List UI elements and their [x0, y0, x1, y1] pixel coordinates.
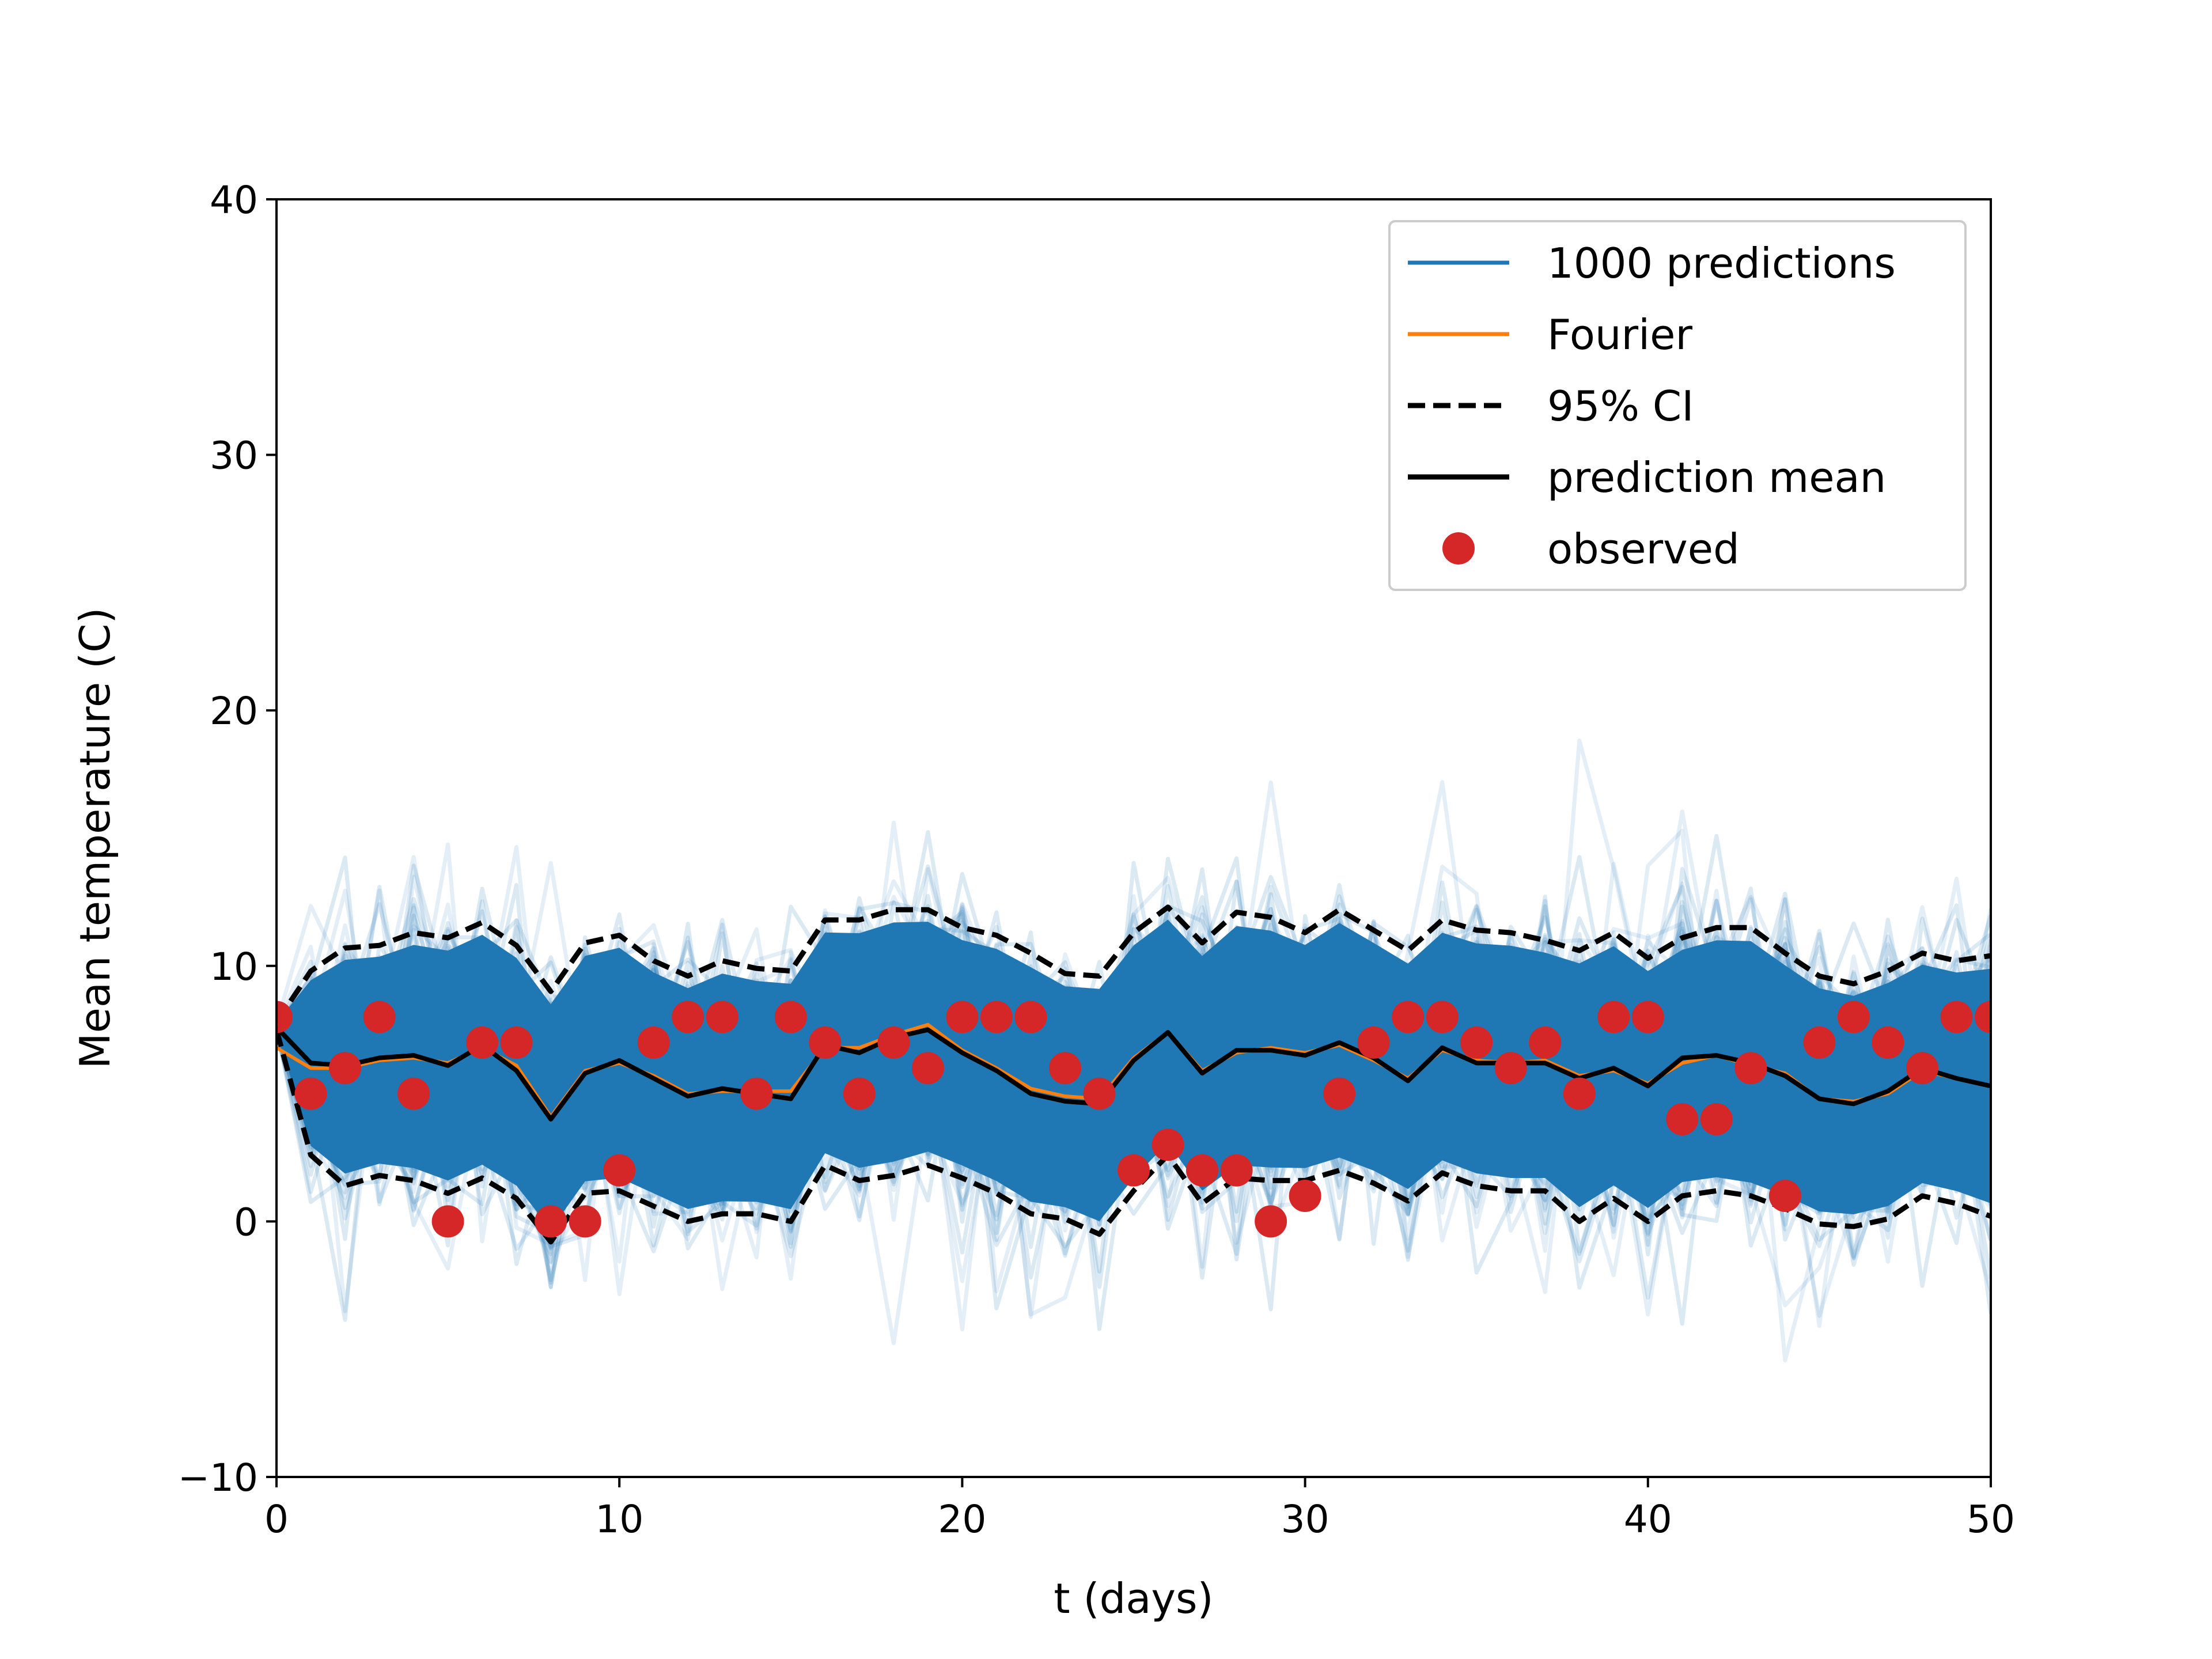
observed-point [877, 1026, 910, 1059]
ci-upper-line [276, 904, 1991, 1024]
observed-points [276, 1001, 1991, 1238]
observed-point [809, 1026, 842, 1059]
y-tick-label: 10 [210, 945, 258, 989]
observed-point [946, 1001, 979, 1033]
observed-point [1014, 1001, 1047, 1033]
x-tick-label: 40 [1624, 1497, 1672, 1541]
observed-point [1152, 1128, 1184, 1161]
observed-point [1049, 1052, 1081, 1085]
observed-point [980, 1001, 1013, 1033]
prediction-mean-line [276, 1025, 1991, 1122]
observed-point [603, 1154, 636, 1187]
observed-point [569, 1205, 601, 1238]
observed-point [1631, 1001, 1664, 1033]
observed-point [1872, 1026, 1904, 1059]
legend-box [1388, 220, 1967, 591]
x-tick-label: 0 [264, 1497, 289, 1541]
observed-point [1323, 1077, 1356, 1110]
observed-point [911, 1052, 944, 1085]
observed-point [1083, 1077, 1116, 1110]
plot-area [276, 738, 1991, 1363]
observed-point [397, 1077, 430, 1110]
observed-point [500, 1026, 533, 1059]
observed-point [294, 1077, 327, 1110]
observed-point [1186, 1154, 1218, 1187]
y-tick-label: 20 [210, 689, 258, 733]
observed-point [1975, 1001, 1991, 1033]
observed-point [276, 1001, 293, 1033]
observed-point [1666, 1103, 1699, 1135]
observed-point [1906, 1052, 1938, 1085]
x-tick-label: 30 [1281, 1497, 1330, 1541]
observed-point [1118, 1154, 1150, 1187]
legend-label-observed: observed [1547, 525, 1740, 573]
observed-point [1768, 1180, 1801, 1212]
y-tick-label: 40 [210, 178, 258, 222]
observed-point [740, 1077, 773, 1110]
observed-point [774, 1001, 807, 1033]
observed-point [535, 1205, 567, 1238]
observed-point [637, 1026, 670, 1059]
plot-frame [275, 198, 1992, 1478]
observed-point [1357, 1026, 1390, 1059]
observed-point [466, 1026, 499, 1059]
y-tick-label: −10 [178, 1456, 258, 1500]
observed-point [1289, 1180, 1321, 1212]
x-axis-label: t (days) [1054, 1574, 1213, 1623]
x-tick-label: 10 [595, 1497, 643, 1541]
x-axis: 0 10 20 30 40 50 [264, 1477, 2015, 1541]
x-tick-label: 50 [1967, 1497, 2015, 1541]
observed-point [1494, 1052, 1527, 1085]
y-tick-label: 0 [234, 1200, 258, 1244]
observed-point [1426, 1001, 1459, 1033]
observed-point [1734, 1052, 1767, 1085]
legend-swatch-observed [1442, 532, 1475, 565]
y-tick-label: 30 [210, 434, 258, 478]
legend-label-predictions: 1000 predictions [1547, 239, 1896, 287]
observed-point [1529, 1026, 1562, 1059]
observed-point [1460, 1026, 1493, 1059]
legend-label-mean: prediction mean [1547, 453, 1886, 502]
observed-point [1563, 1077, 1596, 1110]
observed-point [1700, 1103, 1733, 1135]
observed-point [843, 1077, 876, 1110]
observed-point [1255, 1205, 1287, 1238]
x-tick-label: 20 [938, 1497, 986, 1541]
observed-point [1803, 1026, 1836, 1059]
observed-point [1597, 1001, 1630, 1033]
observed-point [431, 1205, 464, 1238]
y-axis: −10 0 10 20 30 40 [178, 178, 276, 1500]
y-axis-label: Mean temperature (C) [71, 608, 119, 1069]
legend-label-fourier: Fourier [1547, 310, 1692, 359]
observed-point [1940, 1001, 1973, 1033]
observed-point [363, 1001, 396, 1033]
legend: 1000 predictions Fourier 95% CI predicti… [1388, 220, 1967, 591]
prediction-density-band [276, 919, 1991, 1230]
prediction-ensemble [276, 738, 1991, 1363]
observed-point [1392, 1001, 1425, 1033]
observed-point [706, 1001, 738, 1033]
observed-point [329, 1052, 361, 1085]
observed-point [1220, 1154, 1253, 1187]
observed-point [672, 1001, 704, 1033]
legend-label-ci: 95% CI [1547, 382, 1694, 430]
observed-point [1837, 1001, 1870, 1033]
